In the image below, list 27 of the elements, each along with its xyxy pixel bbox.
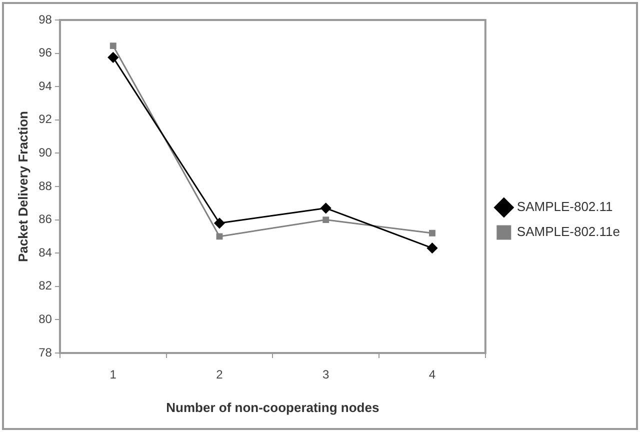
- point: [110, 42, 116, 50]
- point: [322, 216, 330, 224]
- y-tick-label: 88: [38, 178, 52, 193]
- x-tick-label: 4: [428, 368, 436, 382]
- y-tick-label: 90: [38, 146, 52, 160]
- y-tick-label: 92: [38, 112, 52, 126]
- y-tick-label: 98: [38, 12, 52, 26]
- point: [108, 52, 118, 63]
- y-tick-label: 94: [38, 78, 52, 93]
- point: [426, 242, 438, 254]
- legend-label: SAMPLE-802.11: [516, 199, 613, 214]
- y-tick-label: 96: [38, 46, 52, 60]
- y-tick-label: 78: [38, 345, 52, 360]
- x-tick-label: 3: [322, 368, 330, 382]
- x-tick-label: 2: [216, 368, 224, 382]
- y-tick-label: 82: [38, 278, 52, 293]
- y-tick-label: 80: [38, 312, 52, 326]
- x-axis-title: Number of non-cooperating nodes: [166, 400, 380, 415]
- legend-label: SAMPLE-802.11e: [516, 224, 620, 240]
- point: [216, 233, 223, 240]
- point: [214, 218, 225, 228]
- y-tick-label: 84: [38, 245, 52, 260]
- x-tick-label: 1: [110, 368, 117, 382]
- y-axis-title: Packet Delivery Fraction: [15, 110, 30, 262]
- y-tick-label: 86: [38, 212, 52, 226]
- point: [428, 230, 436, 236]
- point: [320, 202, 332, 214]
